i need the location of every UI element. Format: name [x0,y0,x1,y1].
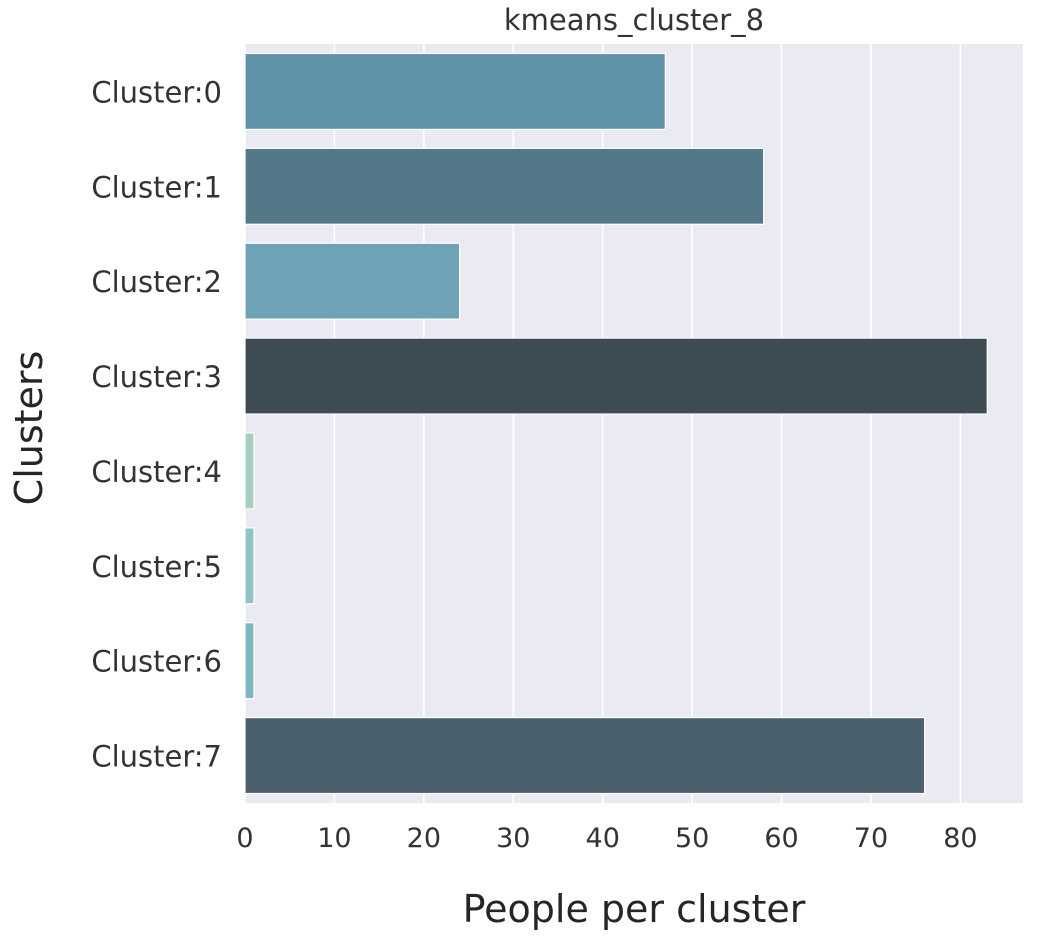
x-tick-label: 60 [764,823,798,854]
x-tick-label: 40 [586,823,620,854]
x-tick-label: 20 [407,823,441,854]
y-tick-label: Cluster:5 [91,550,222,584]
chart-title: kmeans_cluster_8 [504,3,764,37]
x-tick-label: 80 [943,823,977,854]
bar-cluster-2 [244,242,461,320]
bar-cluster-0 [244,52,666,130]
x-tick-label: 0 [236,823,253,854]
bar-cluster-6 [244,622,255,700]
y-tick-label: Cluster:4 [91,455,222,489]
y-axis-label: Clusters [7,351,51,506]
x-tick-labels: 0 10 20 30 40 50 60 70 80 [236,823,977,854]
y-tick-label: Cluster:0 [91,75,222,109]
bar-cluster-3 [244,337,988,415]
x-tick-label: 70 [854,823,888,854]
y-tick-label: Cluster:2 [91,265,222,299]
bar-cluster-1 [244,147,765,225]
y-tick-label: Cluster:7 [91,740,222,774]
y-tick-label: Cluster:1 [91,170,222,204]
x-tick-label: 30 [496,823,530,854]
x-axis-label: People per cluster [463,887,806,931]
x-tick-label: 50 [675,823,709,854]
bar-cluster-4 [244,432,255,510]
y-tick-labels: Cluster:0 Cluster:1 Cluster:2 Cluster:3 Clus… [91,75,222,773]
bars [244,52,988,795]
y-tick-label: Cluster:6 [91,645,222,679]
bar-cluster-5 [244,527,255,605]
x-tick-label: 10 [317,823,351,854]
bar-cluster-7 [244,717,926,795]
y-tick-label: Cluster:3 [91,360,222,394]
